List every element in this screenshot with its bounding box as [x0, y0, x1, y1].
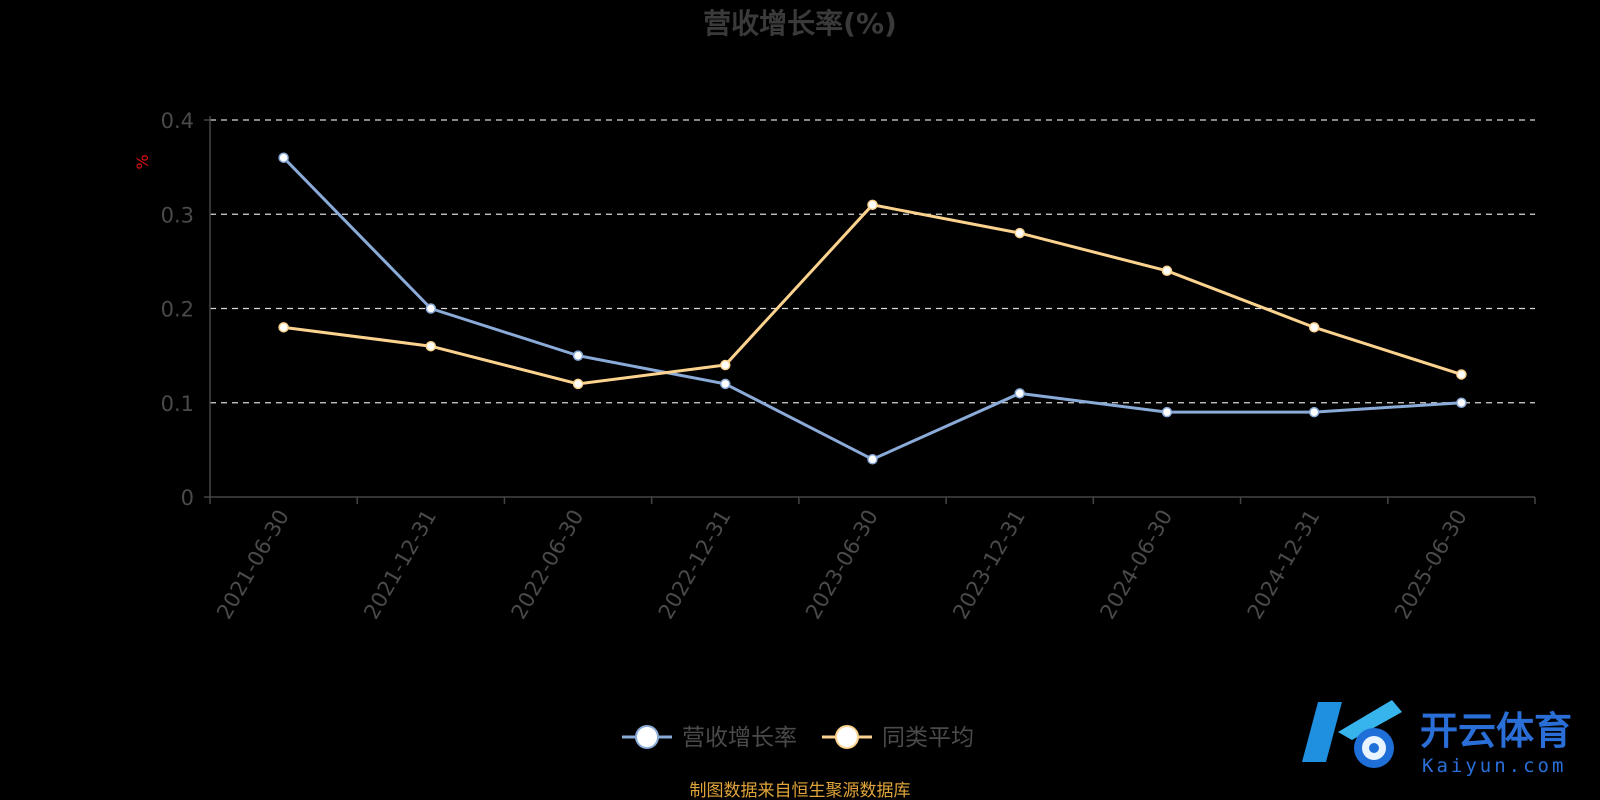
x-tick-label: 2023-06-30	[801, 506, 883, 624]
y-tick-label: 0.1	[161, 392, 194, 416]
data-point[interactable]	[425, 303, 437, 314]
chart-title: 营收增长率(%)	[703, 7, 897, 40]
y-axis-unit: %	[133, 154, 152, 169]
legend-item-1[interactable]: 营收增长率	[622, 725, 797, 751]
watermark-logo: 开云体育 Kaiyun.com	[1302, 700, 1572, 777]
legend-label: 营收增长率	[682, 725, 797, 751]
logo-k-icon	[1302, 702, 1342, 762]
x-tick-label: 2024-12-31	[1243, 506, 1325, 624]
x-tick-label: 2022-06-30	[507, 506, 589, 624]
data-point[interactable]	[1456, 397, 1467, 408]
data-point[interactable]	[425, 340, 437, 352]
logo-ball-dot-icon	[1369, 743, 1379, 753]
series-group	[278, 152, 1467, 465]
legend: 营收增长率 同类平均	[622, 725, 974, 751]
data-point[interactable]	[278, 152, 289, 163]
x-tick-label: 2021-06-30	[212, 506, 294, 624]
x-tick-label: 2024-06-30	[1095, 506, 1177, 624]
data-point[interactable]	[720, 359, 731, 371]
data-point[interactable]	[572, 350, 584, 361]
legend-marker	[635, 725, 659, 749]
data-point[interactable]	[572, 378, 584, 390]
grid-lines	[210, 119, 1535, 404]
y-axis-ticks: 0 0.1 0.2 0.3 0.4	[161, 109, 194, 510]
data-point[interactable]	[867, 199, 878, 211]
data-point[interactable]	[1308, 406, 1320, 418]
data-point[interactable]	[1014, 227, 1025, 239]
data-point[interactable]	[720, 378, 731, 390]
legend-marker	[835, 725, 859, 749]
x-tick-label: 2023-12-31	[948, 506, 1030, 624]
y-tick-label: 0	[181, 486, 194, 510]
y-tick-label: 0.2	[161, 298, 194, 322]
logo-text-en: Kaiyun.com	[1422, 755, 1566, 777]
x-tick-label: 2025-06-30	[1390, 506, 1472, 624]
x-axis-ticks: 2021-06-30 2021-12-31 2022-06-30 2022-12-31…	[212, 506, 1472, 624]
logo-k-arm-icon	[1338, 700, 1402, 740]
data-point[interactable]	[278, 322, 289, 333]
data-point[interactable]	[1161, 406, 1173, 418]
data-point[interactable]	[1161, 265, 1173, 277]
y-tick-label: 0.3	[161, 203, 194, 227]
legend-item-2[interactable]: 同类平均	[822, 725, 974, 751]
data-point[interactable]	[867, 454, 878, 465]
series-line-2	[283, 203, 1462, 386]
source-note: 制图数据来自恒生聚源数据库	[690, 781, 911, 800]
data-point[interactable]	[1456, 369, 1467, 380]
data-point[interactable]	[1014, 388, 1025, 399]
y-tick-label: 0.4	[161, 109, 194, 133]
x-tick-label: 2021-12-31	[359, 506, 441, 624]
legend-label: 同类平均	[882, 725, 974, 751]
axes	[204, 116, 1536, 504]
logo-text-cn: 开云体育	[1420, 709, 1572, 753]
data-point[interactable]	[1308, 322, 1320, 333]
x-tick-label: 2022-12-31	[654, 506, 736, 624]
